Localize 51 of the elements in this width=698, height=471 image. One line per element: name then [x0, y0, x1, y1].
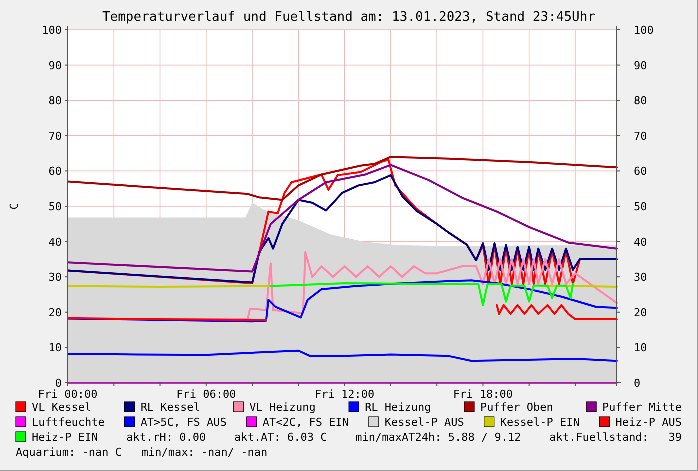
y2-tick-label: 100	[634, 24, 654, 37]
y-tick-label: 100	[42, 24, 62, 37]
y-tick-label: 90	[48, 59, 62, 72]
text: akt.Fuellstand: 39	[550, 431, 682, 444]
line-series	[67, 350, 618, 362]
legend-label: Kessel-P AUS	[384, 416, 464, 429]
y2-tick-label: 50	[634, 200, 648, 214]
y2-tick-label: 30	[634, 271, 648, 284]
line-series	[67, 280, 618, 323]
y2-tick-label: 40	[634, 236, 648, 249]
line-series	[67, 251, 618, 320]
x-tick-label: Fri 12:00	[315, 388, 375, 401]
legend-label: Heiz-P AUS	[616, 416, 682, 429]
y-tick-label: 30	[48, 271, 62, 284]
y-tick-label: 0	[55, 377, 62, 390]
y2-tick-label: 20	[634, 306, 648, 320]
y2-tick-label: 10	[634, 342, 648, 355]
y2-tick-label: 60	[634, 165, 648, 178]
legend-label: Puffer Mitte	[602, 401, 682, 414]
text: akt.rH: 0.00	[126, 431, 206, 444]
legend-label: RL Heizung	[365, 401, 432, 414]
x-tick-label: Fri 00:00	[38, 388, 98, 401]
legend-label: AT>5C, FS AUS	[140, 416, 227, 429]
y-tick-label: 10	[48, 342, 62, 355]
y2-tick-label: 90	[634, 59, 648, 72]
legend-label: RL Kessel	[140, 401, 200, 414]
legend-label: Luftfeuchte	[32, 416, 105, 429]
y-tick-label: 60	[48, 165, 62, 178]
text: Aquarium: -nan C min/max: -nan/ -nan	[16, 446, 268, 459]
y-axis-title: C	[8, 203, 21, 210]
legend-label: Kessel-P EIN	[500, 416, 580, 429]
line-series	[270, 282, 574, 306]
y-tick-label: 20	[48, 306, 62, 320]
line-series	[67, 156, 618, 202]
legend-label: AT<2C, FS EIN	[262, 416, 349, 429]
y-tick-label: 50	[48, 200, 62, 214]
chart-title: Temperaturverlauf und Fuellstand am: 13.01.2023, Stand 23:45Uhr	[102, 10, 596, 25]
y2-tick-label: 70	[634, 130, 648, 143]
text: akt.AT: 6.03 C	[234, 431, 328, 444]
x-tick-label: Fri 18:00	[453, 388, 514, 401]
y2-tick-label: 80	[634, 94, 648, 108]
y-tick-label: 80	[48, 94, 62, 108]
text: min/maxAT24h: 5.88 / 9.12	[356, 431, 522, 444]
y2-tick-label: 0	[634, 377, 641, 390]
y-tick-label: 40	[48, 236, 62, 249]
legend-label: VL Kessel	[32, 401, 92, 414]
legend-label: Puffer Oben	[480, 401, 554, 414]
x-tick-label: Fri 06:00	[176, 388, 236, 401]
legend-label: Heiz-P EIN	[32, 431, 98, 444]
legend-label: VL Heizung	[250, 401, 316, 414]
y-tick-label: 70	[48, 130, 62, 143]
